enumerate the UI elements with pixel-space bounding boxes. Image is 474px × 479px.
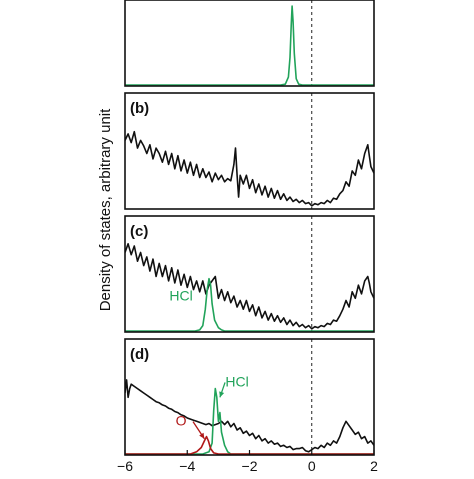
x-tick-label-4: 2 <box>370 458 378 474</box>
series-hcl-c <box>125 277 374 332</box>
panel-label-b: (b) <box>130 100 149 117</box>
annotation-arrowhead-o-d <box>199 432 205 439</box>
panel-a <box>124 0 375 87</box>
x-tick-label-0: −6 <box>117 458 133 474</box>
series-total-c <box>125 243 374 330</box>
annotation-hcl-d: HCl <box>225 373 248 389</box>
series-total-b <box>125 130 374 207</box>
x-tick-label-1: −4 <box>179 458 195 474</box>
panel-label-c: (c) <box>130 223 148 240</box>
annotation-hcl-c: HCl <box>169 287 192 303</box>
x-tick-label-2: −2 <box>242 458 258 474</box>
panels-group: (b) (c) HCl (d) HCl O <box>124 0 375 456</box>
annotation-arrowhead-hcl-d <box>219 391 225 398</box>
y-axis-label: Density of states, arbitrary unit <box>97 108 114 311</box>
series-hcl-a <box>125 5 374 86</box>
panel-frame-c <box>124 215 375 333</box>
panel-d: (d) HCl O <box>124 338 375 456</box>
x-tick-label-3: 0 <box>308 458 316 474</box>
annotation-o-d: O <box>176 413 187 429</box>
series-hcl-d <box>125 387 374 455</box>
panel-b: (b) <box>124 92 375 210</box>
series-o-d <box>125 435 374 455</box>
panel-c: (c) HCl <box>124 215 375 333</box>
series-total-d <box>125 379 374 453</box>
panel-label-d: (d) <box>130 346 149 363</box>
panel-frame-b <box>124 92 375 210</box>
panel-frame-d <box>124 338 375 456</box>
panel-frame-a <box>124 0 375 87</box>
x-tick-labels: −6 −4 −2 0 2 <box>117 458 378 474</box>
